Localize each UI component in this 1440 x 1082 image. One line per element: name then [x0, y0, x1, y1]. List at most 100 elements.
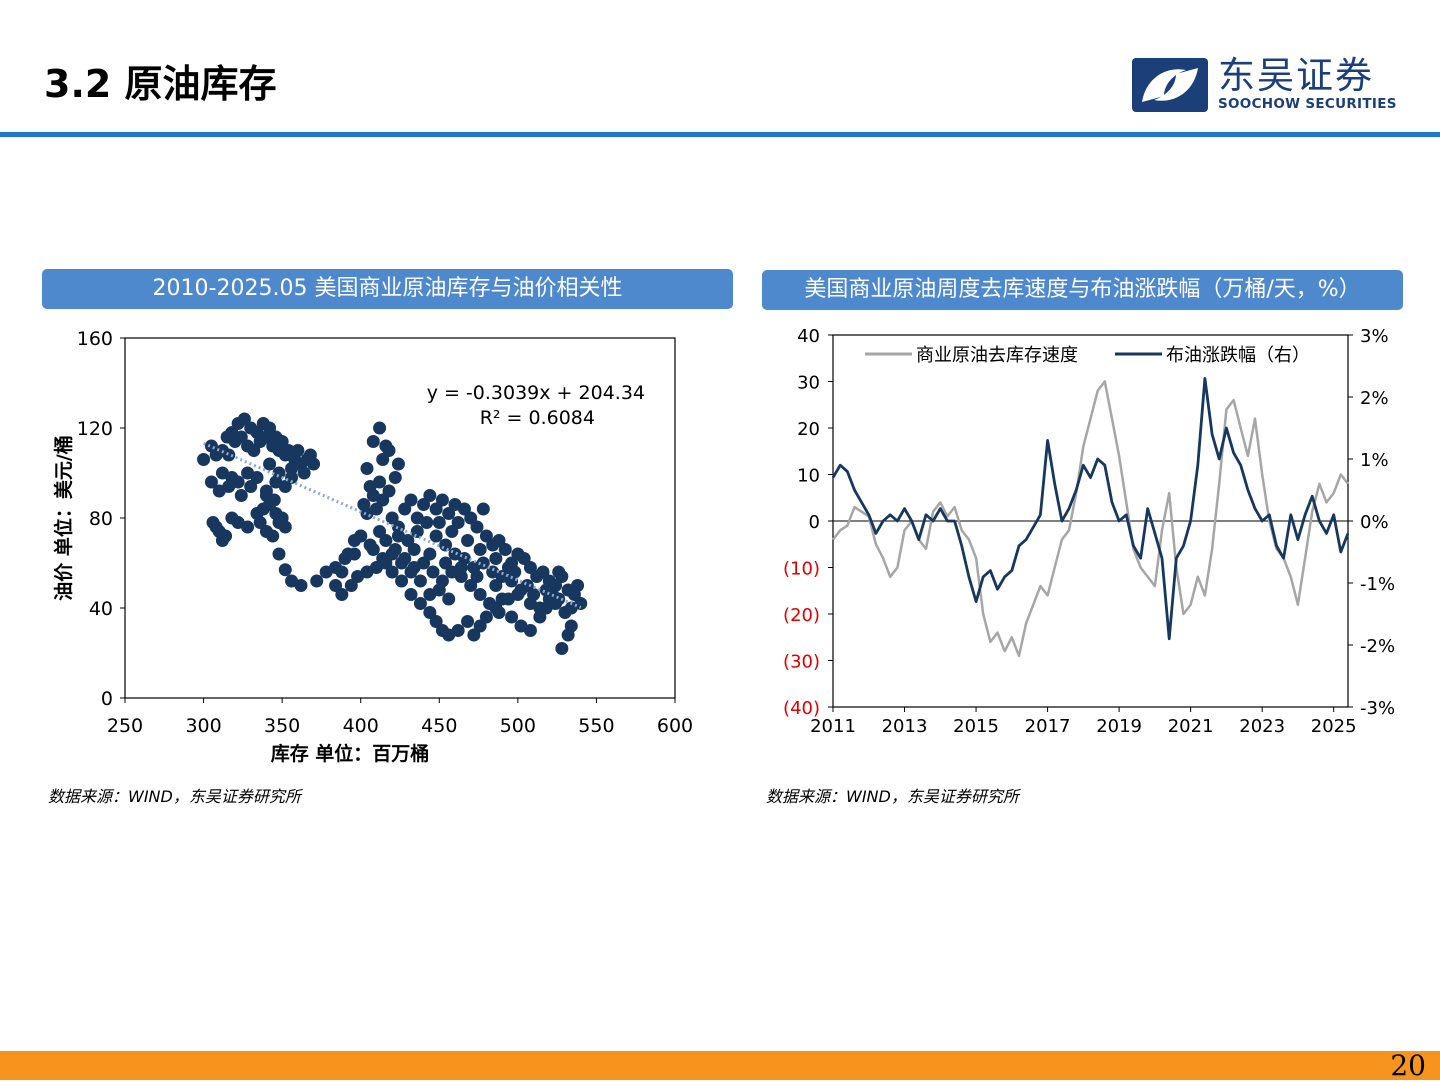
scatter-point — [442, 507, 456, 520]
scatter-point — [429, 529, 443, 543]
scatter-point — [291, 444, 305, 457]
x-tick-label: 550 — [578, 715, 614, 737]
scatter-point — [382, 484, 396, 498]
scatter-point — [395, 556, 409, 570]
scatter-point — [391, 457, 405, 471]
scatter-point — [303, 448, 317, 462]
scatter-point — [523, 624, 537, 637]
scatter-point — [285, 471, 299, 484]
scatter-chart: 250 300 350 400 450 500 550 600 0 40 80 120 160 库存 单位… — [52, 328, 693, 765]
scatter-point — [423, 489, 437, 502]
scatter-point — [413, 597, 427, 610]
scatter-point — [391, 529, 405, 543]
logo-chinese-name: 东吴证券 — [1218, 54, 1374, 97]
scatter-point — [395, 574, 409, 588]
scatter-point — [501, 561, 515, 574]
scatter-point — [429, 615, 443, 628]
x-tick-label: 2017 — [1025, 716, 1071, 737]
scatter-point — [329, 579, 343, 592]
scatter-point — [429, 502, 443, 516]
scatter-point — [253, 516, 267, 529]
scatter-point — [360, 462, 374, 475]
scatter-point — [388, 471, 402, 484]
regression-equation: y = -0.3039x + 204.34 — [427, 382, 645, 404]
page-number: 20 — [1390, 1049, 1426, 1082]
trend-line — [202, 441, 582, 609]
x-tick-label: 2015 — [953, 716, 999, 737]
scatter-point — [272, 547, 286, 561]
right-y-tick-label: 0% — [1360, 512, 1389, 533]
scatter-point — [215, 534, 229, 547]
x-tick-label: 2023 — [1239, 716, 1285, 737]
x-tick-label: 2019 — [1096, 716, 1142, 737]
scatter-point — [454, 561, 468, 574]
scatter-point — [435, 493, 449, 507]
scatter-point — [505, 610, 519, 624]
scatter-point — [209, 520, 223, 534]
y-tick-label: 80 — [89, 508, 113, 530]
scatter-point — [479, 610, 493, 624]
scatter-point — [259, 430, 273, 444]
x-tick-label: 600 — [657, 715, 693, 737]
scatter-point — [373, 525, 387, 538]
scatter-point — [278, 448, 292, 462]
left-y-tick-label: (30) — [783, 652, 820, 673]
header-divider — [0, 132, 1440, 137]
scatter-point — [451, 516, 465, 529]
right-y-tick-label: -3% — [1360, 698, 1395, 719]
scatter-point — [373, 421, 387, 435]
scatter-point — [432, 516, 446, 529]
scatter-point — [476, 502, 490, 516]
logo-english-name: SOOCHOW SECURITIES — [1218, 96, 1397, 112]
left-y-tick-label: 40 — [797, 326, 820, 347]
scatter-point — [382, 444, 396, 457]
x-tick-label: 2013 — [882, 716, 928, 737]
y-tick-label: 0 — [101, 688, 113, 710]
scatter-point — [197, 453, 211, 466]
scatter-point — [423, 547, 437, 561]
scatter-point — [445, 525, 459, 538]
scatter-point — [564, 601, 578, 615]
scatter-point — [473, 588, 487, 601]
x-tick-label: 400 — [343, 715, 379, 737]
scatter-point — [363, 480, 377, 493]
scatter-point — [520, 579, 534, 592]
scatter-point — [294, 579, 308, 592]
scatter-point — [376, 453, 390, 466]
scatter-point — [222, 448, 236, 462]
scatter-point — [278, 480, 292, 493]
scatter-point — [517, 552, 531, 565]
scatter-point — [285, 462, 299, 475]
right-chart-source: 数据来源：WIND，东吴证券研究所 — [766, 787, 1019, 806]
scatter-point — [461, 534, 475, 547]
scatter-point — [385, 565, 399, 579]
scatter-point — [234, 489, 248, 502]
scatter-point — [204, 475, 218, 489]
scatter-point — [426, 565, 440, 579]
footer-bar — [0, 1051, 1440, 1080]
scatter-point — [404, 588, 418, 601]
scatter-point — [234, 430, 248, 444]
scatter-point — [461, 615, 475, 628]
scatter-point — [470, 520, 484, 534]
scatter-point — [410, 525, 424, 538]
y-tick-label: 160 — [77, 328, 113, 350]
scatter-point — [489, 579, 503, 592]
scatter-point — [244, 480, 258, 493]
scatter-point — [555, 642, 569, 655]
scatter-point — [398, 502, 412, 516]
scatter-point — [263, 457, 277, 471]
scatter-point — [366, 435, 380, 448]
legend-label-destocking: 商业原油去库存速度 — [916, 345, 1078, 366]
right-y-tick-label: 1% — [1360, 450, 1389, 471]
y-tick-label: 40 — [89, 598, 113, 620]
left-y-tick-label: 30 — [797, 373, 820, 394]
scatter-point — [341, 547, 355, 561]
scatter-point — [376, 552, 390, 565]
scatter-point — [278, 563, 292, 577]
scatter-point — [423, 588, 437, 601]
x-tick-label: 300 — [185, 715, 221, 737]
x-tick-label: 2011 — [810, 716, 856, 737]
scatter-point — [385, 511, 399, 525]
brent-change-line — [831, 377, 1350, 641]
